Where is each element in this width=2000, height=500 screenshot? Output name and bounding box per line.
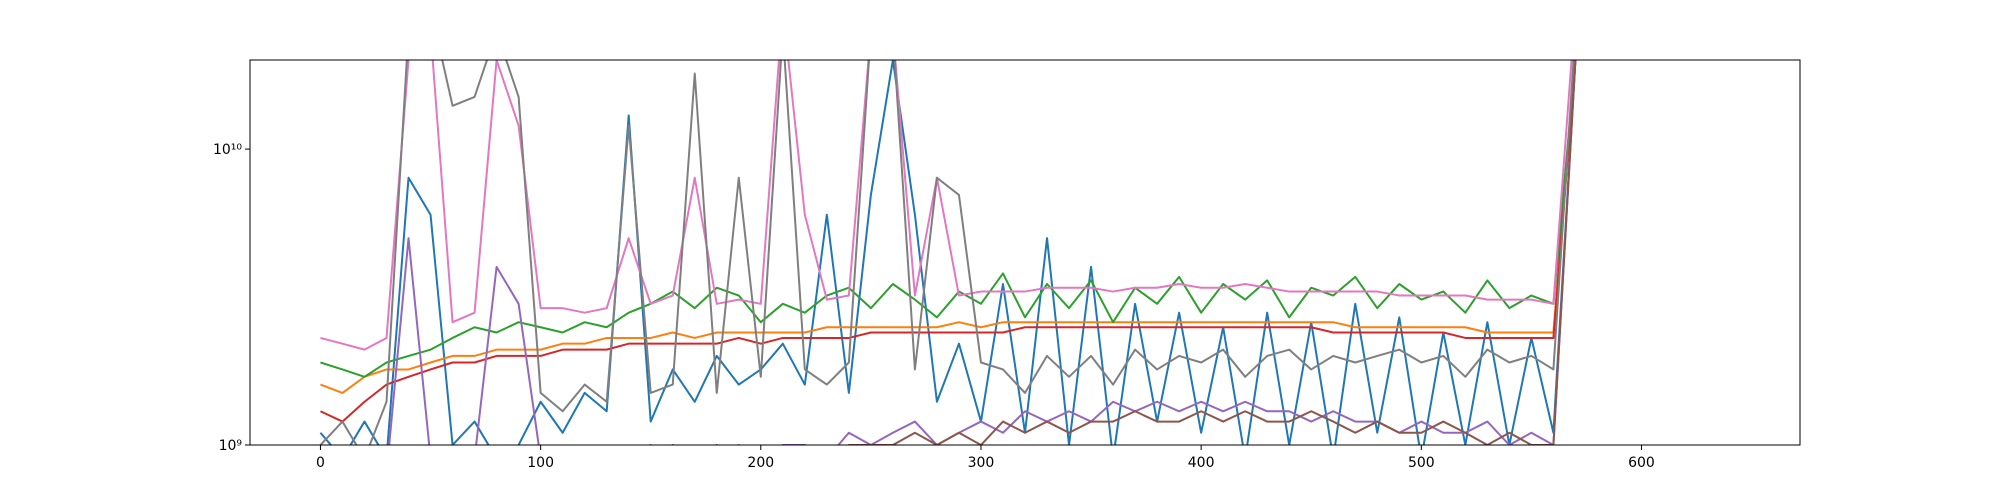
- y-tick-label: 10¹⁰: [213, 142, 242, 158]
- axes-frame: [249, 59, 1801, 446]
- x-tick-label: 300: [968, 455, 995, 471]
- series-line: [319, 60, 1575, 445]
- x-tick-label: 500: [1408, 455, 1435, 471]
- x-tick-label: 200: [747, 455, 774, 471]
- y-tick-label: 10⁹: [219, 438, 243, 454]
- series-line: [388, 60, 1577, 445]
- series-line: [320, 60, 1577, 378]
- series-line: [320, 60, 1577, 394]
- x-tick-label: 0: [316, 455, 325, 471]
- series-line: [670, 60, 1577, 445]
- x-tick-label: 400: [1188, 455, 1215, 471]
- x-tick-label: 100: [527, 455, 554, 471]
- series-line: [319, 60, 1577, 445]
- plot-area: [319, 60, 1577, 445]
- series-line: [320, 60, 1577, 423]
- x-tick-label: 600: [1628, 455, 1655, 471]
- series-line: [320, 60, 1573, 351]
